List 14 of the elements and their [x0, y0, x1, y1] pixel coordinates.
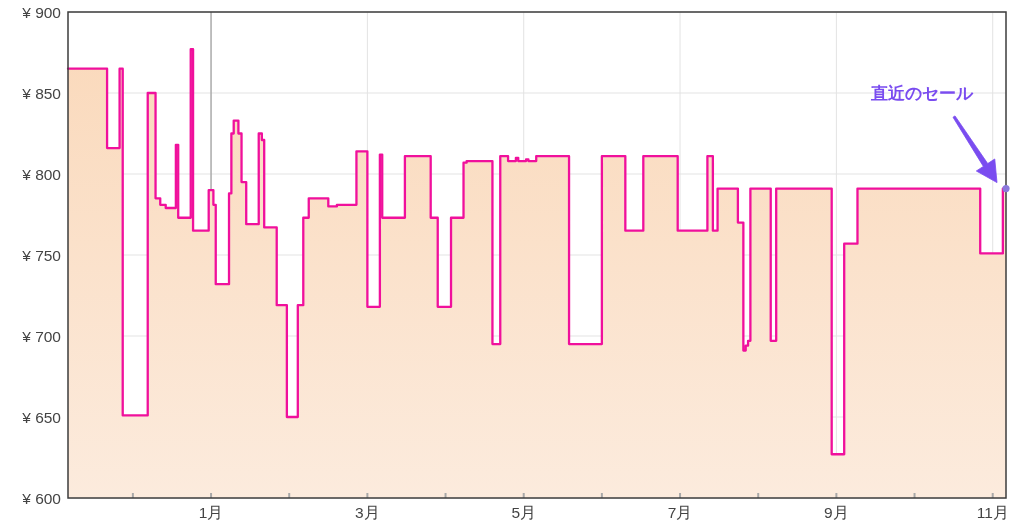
annotation: 直近のセール [870, 83, 974, 103]
y-tick-label: ¥ 650 [21, 408, 62, 426]
y-tick-label: ¥ 850 [21, 84, 62, 102]
y-tick-label: ¥ 800 [21, 165, 62, 183]
y-tick-label: ¥ 600 [21, 489, 62, 507]
x-tick-label: 1月 [198, 504, 224, 521]
x-tick-label: 7月 [667, 504, 693, 521]
x-tick-label: 5月 [511, 504, 537, 521]
y-tick-label: ¥ 900 [21, 3, 62, 21]
x-tick-label: 9月 [824, 504, 849, 521]
y-tick-label: ¥ 750 [21, 246, 62, 264]
y-tick-label: ¥ 700 [21, 327, 62, 345]
x-tick-label: 3月 [355, 504, 380, 521]
x-tick-label: 11月 [976, 504, 1009, 521]
